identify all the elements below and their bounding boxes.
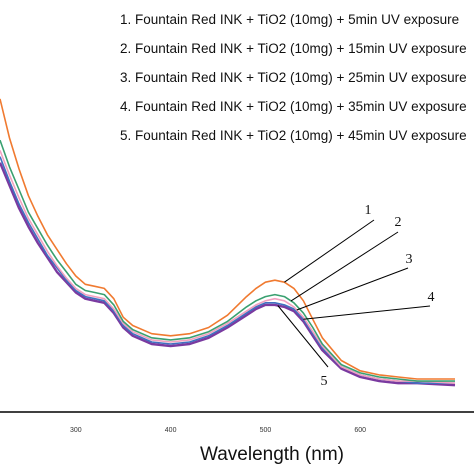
x-tick-label: 300 bbox=[70, 427, 82, 434]
series-line-3 bbox=[0, 150, 456, 384]
callout-line-1 bbox=[284, 219, 375, 283]
legend-entry-5: 5. Fountain Red INK + TiO2 (10mg) + 45mi… bbox=[120, 128, 467, 143]
x-tick-label: 400 bbox=[165, 427, 177, 434]
series-line-5 bbox=[0, 162, 456, 387]
callout-label-3: 3 bbox=[406, 252, 413, 267]
callout-line-5 bbox=[277, 305, 329, 368]
callout-layer: 1 2 3 4 5 bbox=[277, 203, 435, 389]
legend-entry-3: 3. Fountain Red INK + TiO2 (10mg) + 25mi… bbox=[120, 70, 467, 85]
legend-entry-1: 1. Fountain Red INK + TiO2 (10mg) + 5min… bbox=[120, 12, 459, 27]
x-tick-label: 600 bbox=[354, 427, 366, 434]
x-ticks: 300 400 500 600 bbox=[70, 427, 366, 434]
callout-label-1: 1 bbox=[365, 203, 372, 218]
callout-label-2: 2 bbox=[395, 215, 402, 230]
series-line-2 bbox=[0, 139, 455, 382]
legend-entry-2: 2. Fountain Red INK + TiO2 (10mg) + 15mi… bbox=[120, 41, 467, 56]
legend: 1. Fountain Red INK + TiO2 (10mg) + 5min… bbox=[120, 12, 467, 143]
callout-line-3 bbox=[296, 267, 409, 311]
series-layer bbox=[0, 98, 456, 387]
callout-label-4: 4 bbox=[428, 290, 435, 305]
callout-line-4 bbox=[303, 305, 431, 320]
x-tick-label: 500 bbox=[260, 427, 272, 434]
x-axis-label: Wavelength (nm) bbox=[200, 444, 344, 465]
series-line-1 bbox=[0, 98, 455, 380]
callout-label-5: 5 bbox=[321, 374, 328, 389]
callout-line-2 bbox=[290, 231, 399, 302]
legend-entry-4: 4. Fountain Red INK + TiO2 (10mg) + 35mi… bbox=[120, 99, 467, 114]
series-line-4 bbox=[0, 156, 455, 384]
